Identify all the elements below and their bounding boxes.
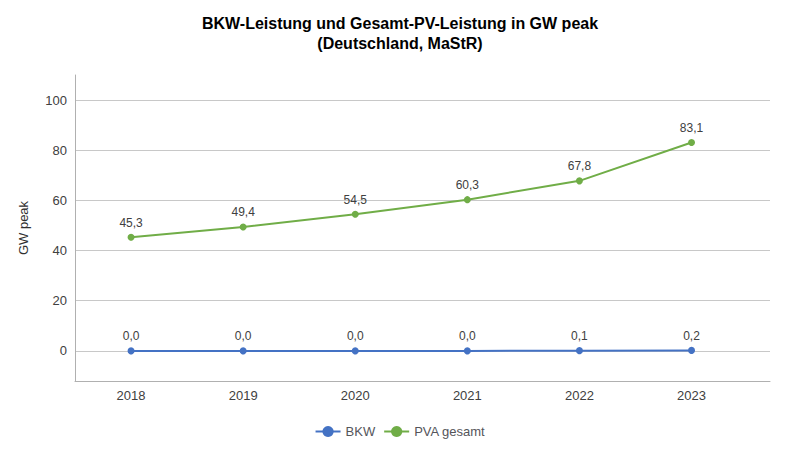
svg-text:49,4: 49,4 — [231, 205, 255, 219]
svg-text:2021: 2021 — [453, 388, 482, 403]
svg-text:2019: 2019 — [229, 388, 258, 403]
svg-text:(Deutschland, MaStR): (Deutschland, MaStR) — [317, 35, 482, 52]
svg-text:0,0: 0,0 — [235, 329, 252, 343]
svg-text:20: 20 — [53, 293, 67, 308]
svg-text:100: 100 — [45, 93, 67, 108]
svg-text:GW peak: GW peak — [16, 200, 31, 255]
svg-text:67,8: 67,8 — [568, 159, 592, 173]
svg-text:0: 0 — [60, 343, 67, 358]
svg-text:83,1: 83,1 — [680, 121, 704, 135]
svg-text:80: 80 — [53, 143, 67, 158]
svg-text:60: 60 — [53, 193, 67, 208]
svg-text:0,1: 0,1 — [571, 329, 588, 343]
svg-text:2020: 2020 — [341, 388, 370, 403]
svg-text:2023: 2023 — [677, 388, 706, 403]
svg-text:BKW-Leistung und Gesamt-PV-Lei: BKW-Leistung und Gesamt-PV-Leistung in G… — [202, 15, 598, 32]
svg-text:0,0: 0,0 — [347, 329, 364, 343]
svg-text:2022: 2022 — [565, 388, 594, 403]
svg-text:PVA gesamt: PVA gesamt — [414, 424, 485, 439]
svg-text:0,2: 0,2 — [683, 329, 700, 343]
svg-text:BKW: BKW — [346, 424, 376, 439]
svg-text:0,0: 0,0 — [459, 329, 476, 343]
svg-text:0,0: 0,0 — [123, 329, 140, 343]
svg-text:60,3: 60,3 — [456, 178, 480, 192]
svg-text:2018: 2018 — [117, 388, 146, 403]
svg-text:40: 40 — [53, 243, 67, 258]
svg-text:54,5: 54,5 — [344, 193, 368, 207]
svg-text:45,3: 45,3 — [119, 216, 143, 230]
